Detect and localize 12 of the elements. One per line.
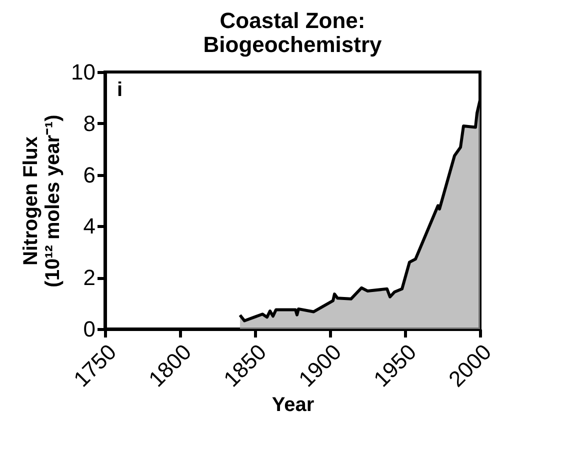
y-tick-label: 4 [83, 214, 96, 239]
y-tick-label: 0 [83, 316, 96, 342]
y-tick-label: 6 [83, 162, 96, 188]
y-tick-label: 2 [83, 265, 96, 290]
text: (10¹² moles year⁻¹) [42, 114, 64, 288]
text: Coastal Zone: [220, 8, 366, 33]
annotation: i [117, 79, 123, 101]
text: Biogeochemistry [203, 32, 382, 57]
x-axis-title: Year [272, 394, 314, 416]
text: Nitrogen Flux [20, 136, 42, 266]
y-tick-label: 10 [71, 60, 96, 84]
y-tick-label: 8 [83, 110, 96, 136]
